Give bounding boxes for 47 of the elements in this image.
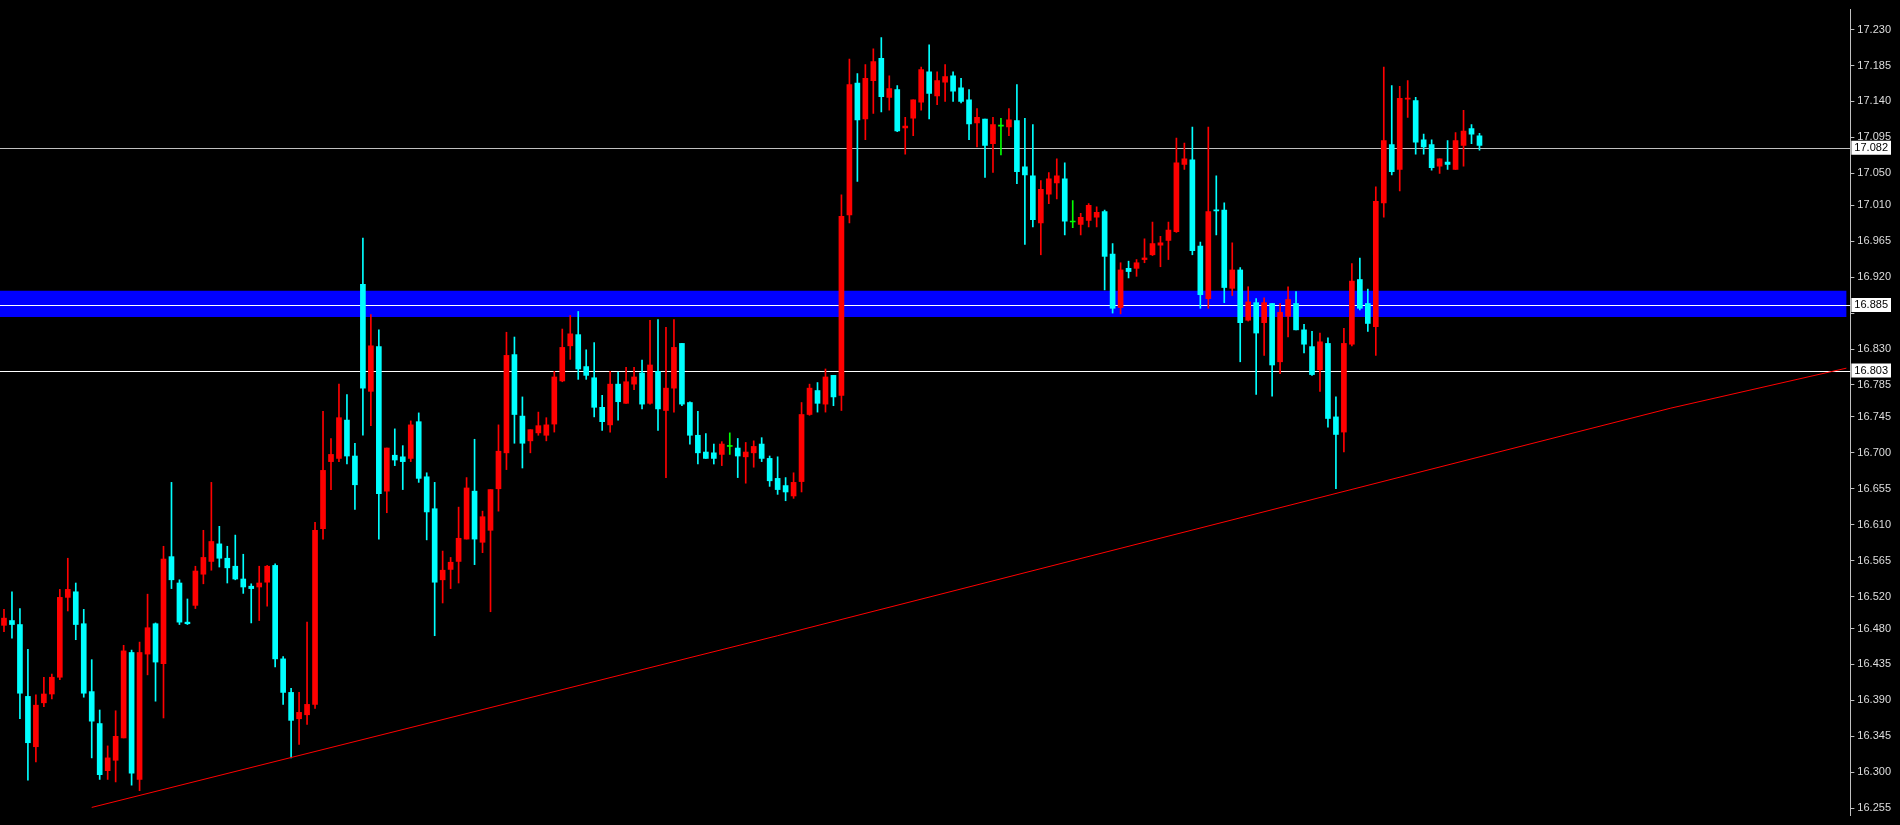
y-tick-label: 16.745 [1857, 409, 1892, 422]
y-tick-label: 16.300 [1857, 765, 1892, 778]
candlestick [399, 445, 406, 490]
y-tick-label: 17.185 [1857, 58, 1892, 71]
y-tick-label: 17.140 [1857, 94, 1892, 107]
candlestick [328, 438, 334, 490]
candlestick [974, 108, 980, 148]
candlestick [703, 433, 709, 459]
candlestick [726, 432, 733, 455]
candlestick [734, 438, 741, 478]
y-tick-label: 17.050 [1857, 166, 1892, 179]
ref-line-label: 16.803 [1854, 363, 1889, 376]
y-tick-label: 16.480 [1857, 621, 1892, 634]
candlestick [998, 117, 1004, 156]
y-tick-label: 16.700 [1857, 445, 1892, 458]
candlestick [942, 64, 948, 102]
candlestick [742, 442, 749, 484]
candlestick [663, 327, 669, 478]
ref-line-label: 17.082 [1854, 140, 1889, 153]
candlestick [1022, 117, 1028, 245]
y-tick-label: 16.610 [1857, 517, 1892, 530]
candlestick [256, 565, 263, 621]
candlestick [248, 583, 255, 624]
candlestick [902, 117, 909, 155]
candlestick [296, 692, 302, 745]
y-tick-label: 16.920 [1857, 270, 1892, 283]
y-tick-label: 16.965 [1857, 234, 1892, 247]
candlestick [9, 591, 15, 639]
y-tick-label: 16.390 [1857, 693, 1892, 706]
y-tick-label: 16.830 [1857, 342, 1892, 355]
y-tick-label: 16.255 [1857, 801, 1892, 814]
candlestick [304, 621, 310, 725]
ref-line-label: 16.885 [1854, 298, 1889, 311]
y-tick-label: 17.230 [1857, 22, 1892, 35]
y-tick-label: 16.520 [1857, 589, 1892, 602]
y-tick-label: 16.345 [1857, 729, 1892, 742]
y-tick-label: 17.010 [1857, 198, 1892, 211]
candlestick [64, 557, 71, 612]
candlestick [391, 428, 398, 466]
y-tick-label: 16.565 [1857, 553, 1892, 566]
candlestick [240, 553, 247, 594]
y-tick-label: 17.095 [1857, 130, 1892, 143]
y-tick-label: 16.435 [1857, 657, 1892, 670]
y-tick-label: 16.785 [1857, 377, 1892, 390]
candlestick [1053, 158, 1060, 200]
candlestick [1333, 396, 1339, 490]
y-tick-label: 16.655 [1857, 481, 1892, 494]
